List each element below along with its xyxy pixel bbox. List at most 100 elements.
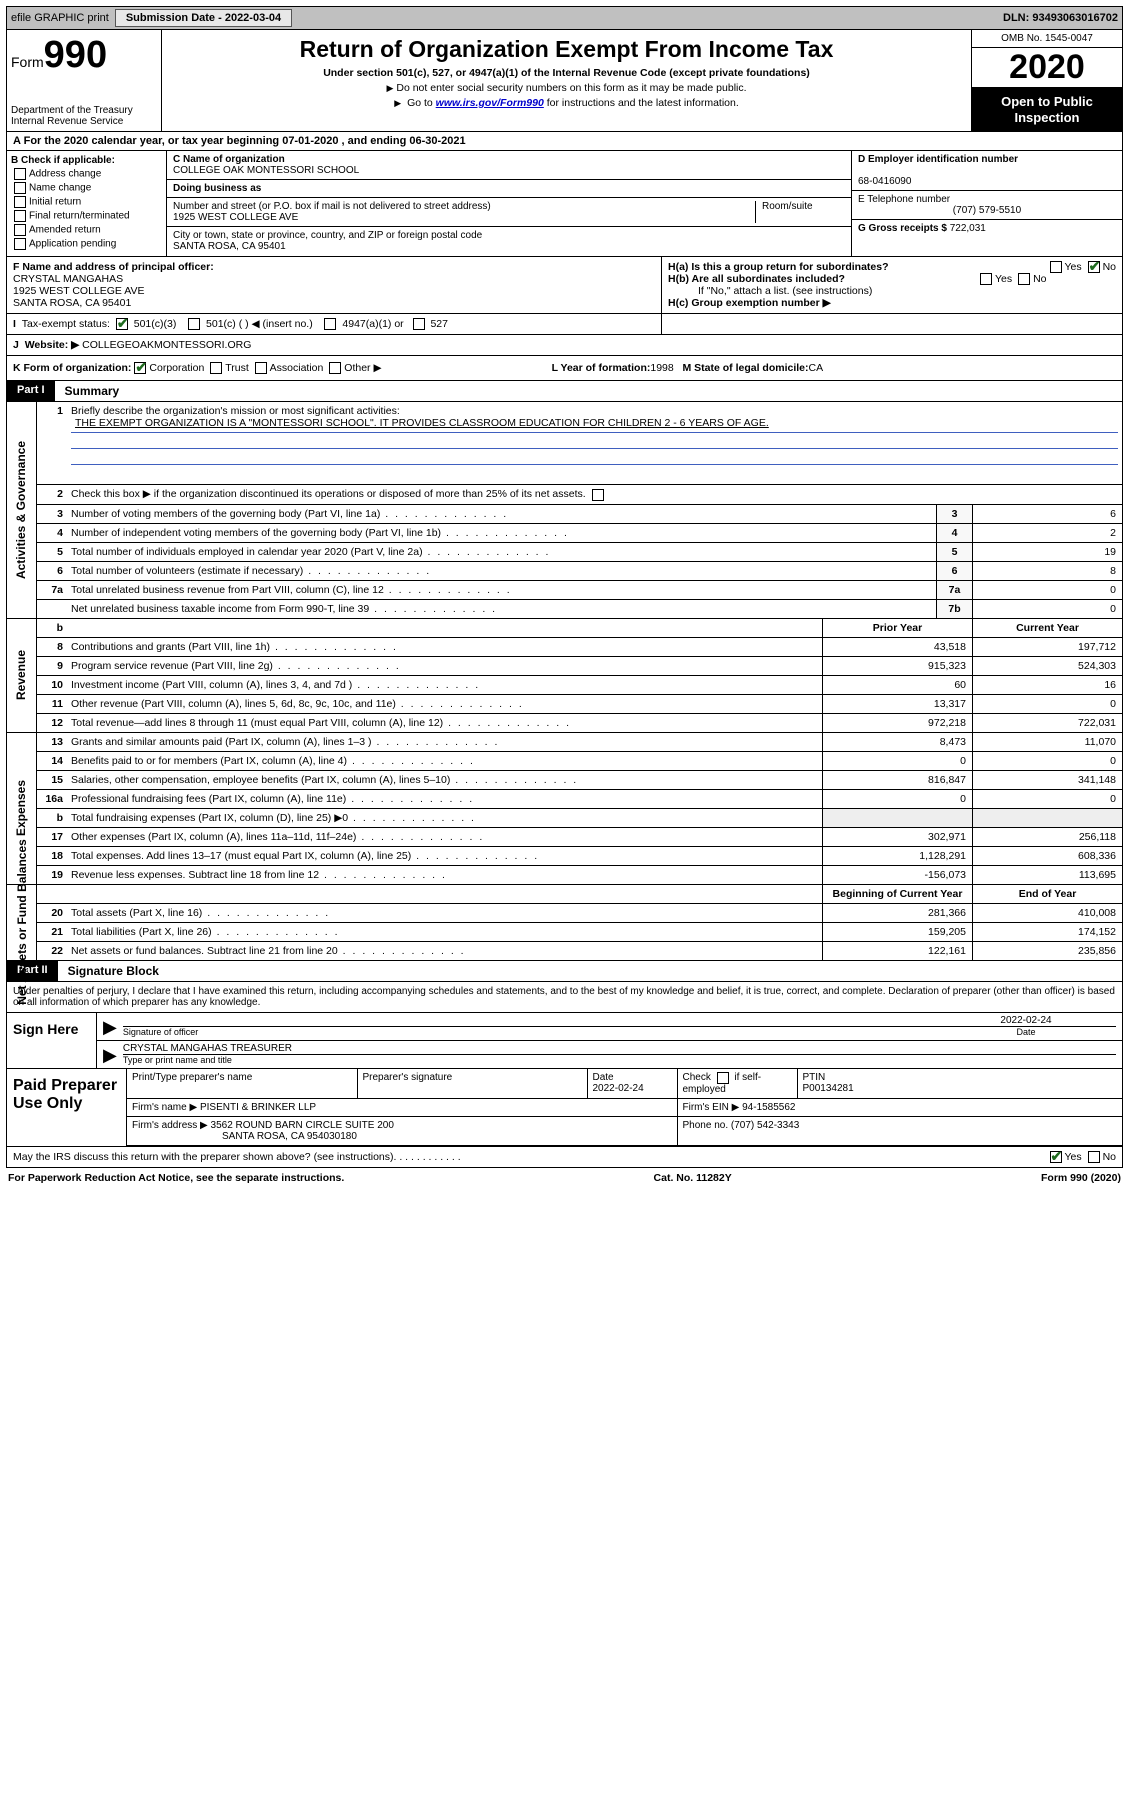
l2-checkbox[interactable] (592, 489, 604, 501)
prep-h5: PTIN (803, 1072, 826, 1083)
dept-label: Department of the Treasury Internal Reve… (11, 105, 157, 127)
chk-amended-return[interactable]: Amended return (29, 225, 101, 236)
arrow-icon: ▶ (103, 1017, 117, 1038)
p1-row: 21Total liabilities (Part X, line 26)159… (37, 923, 1122, 942)
perjury-paragraph: Under penalties of perjury, I declare th… (6, 982, 1123, 1013)
mission-text: THE EXEMPT ORGANIZATION IS A "MONTESSORI… (71, 417, 1118, 433)
chk-527[interactable] (413, 318, 425, 330)
paid-preparer-block: Paid Preparer Use Only Print/Type prepar… (6, 1069, 1123, 1147)
chk-trust[interactable] (210, 362, 222, 374)
submission-date-button[interactable]: Submission Date - 2022-03-04 (115, 9, 292, 27)
hb-no[interactable] (1018, 273, 1030, 285)
box-c: C Name of organization COLLEGE OAK MONTE… (167, 151, 852, 256)
section-j: J Website: ▶ COLLEGEOAKMONTESSORI.ORG (6, 335, 1123, 356)
firm-phone-value: (707) 542-3343 (731, 1120, 799, 1131)
p1-row: 10Investment income (Part VIII, column (… (37, 676, 1122, 695)
section-bcd: B Check if applicable: Address change Na… (6, 151, 1123, 257)
part2-title: Signature Block (58, 961, 1122, 981)
org-name-label: C Name of organization (173, 154, 285, 165)
p1-row: 20Total assets (Part X, line 16)281,3664… (37, 904, 1122, 923)
p1-row: 6Total number of volunteers (estimate if… (37, 562, 1122, 581)
part2-bar: Part II Signature Block (6, 961, 1123, 982)
ein-label: D Employer identification number (858, 154, 1018, 165)
section-k: K Form of organization: Corporation Trus… (6, 356, 1123, 381)
side-revenue: Revenue (7, 619, 37, 732)
firm-name-value: PISENTI & BRINKER LLP (200, 1102, 316, 1113)
note-ssn: Do not enter social security numbers on … (396, 82, 746, 94)
p1-governance: Activities & Governance 1 Briefly descri… (6, 402, 1123, 618)
chk-other[interactable] (329, 362, 341, 374)
chk-self-employed[interactable] (717, 1072, 729, 1084)
form-title: Return of Organization Exempt From Incom… (170, 36, 963, 63)
p1-revenue: Revenue b Prior Year Current Year 8Contr… (6, 619, 1123, 733)
website-value: COLLEGEOAKMONTESSORI.ORG (82, 339, 251, 351)
sig-name-label: Type or print name and title (123, 1055, 232, 1065)
p1-row: 3Number of voting members of the governi… (37, 505, 1122, 524)
firm-addr-value: 3562 ROUND BARN CIRCLE SUITE 200 (211, 1120, 394, 1131)
form-title-box: Return of Organization Exempt From Incom… (162, 30, 972, 131)
prep-date: 2022-02-24 (593, 1083, 644, 1094)
form-word: Form (11, 54, 44, 70)
m-label: M State of legal domicile: (682, 362, 808, 374)
chk-name-change[interactable]: Name change (29, 183, 91, 194)
chk-application-pending[interactable]: Application pending (29, 239, 116, 250)
firm-name-label: Firm's name ▶ (132, 1102, 197, 1113)
omb-number: OMB No. 1545-0047 (972, 30, 1122, 48)
p1-row: 11Other revenue (Part VIII, column (A), … (37, 695, 1122, 714)
sig-officer-label: Signature of officer (123, 1027, 198, 1037)
officer-label: F Name and address of principal officer: (13, 261, 214, 273)
addr-label: Number and street (or P.O. box if mail i… (173, 201, 491, 212)
chk-501c3[interactable] (116, 318, 128, 330)
chk-corp[interactable] (134, 362, 146, 374)
tel-label: E Telephone number (858, 194, 950, 205)
prep-h2: Preparer's signature (357, 1069, 587, 1099)
note-goto-post: for instructions and the latest informat… (544, 97, 739, 109)
paid-preparer-label: Paid Preparer Use Only (7, 1069, 127, 1146)
footer-left: For Paperwork Reduction Act Notice, see … (8, 1172, 344, 1184)
sig-name-value: CRYSTAL MANGAHAS TREASURER (123, 1043, 292, 1054)
chk-501c[interactable] (188, 318, 200, 330)
p1-row: 17Other expenses (Part IX, column (A), l… (37, 828, 1122, 847)
firm-addr-label: Firm's address ▶ (132, 1120, 208, 1131)
gross-value: 722,031 (950, 223, 986, 234)
website-label: Website: ▶ (25, 339, 80, 351)
city-value: SANTA ROSA, CA 95401 (173, 241, 286, 252)
part1-title: Summary (55, 381, 1122, 401)
col-current: Current Year (972, 619, 1122, 637)
chk-address-change[interactable]: Address change (29, 169, 101, 180)
preparer-table: Print/Type preparer's name Preparer's si… (127, 1069, 1122, 1146)
l1-label: Briefly describe the organization's miss… (71, 405, 400, 417)
city-label: City or town, state or province, country… (173, 230, 482, 241)
ha-no[interactable] (1088, 261, 1100, 273)
side-netassets: Net Assets or Fund Balances (7, 885, 37, 960)
box-b-head: B Check if applicable: (11, 155, 115, 166)
period-text: For the 2020 calendar year, or tax year … (24, 135, 466, 147)
sign-here-block: Sign Here ▶ Signature of officer 2022-02… (6, 1013, 1123, 1069)
officer-name: CRYSTAL MANGAHAS (13, 273, 123, 285)
p1-row: 15Salaries, other compensation, employee… (37, 771, 1122, 790)
hb-yes[interactable] (980, 273, 992, 285)
tax-year: 2020 (972, 48, 1122, 88)
form-number-box: Form990 Department of the Treasury Inter… (7, 30, 162, 131)
period-line: A For the 2020 calendar year, or tax yea… (6, 132, 1123, 151)
ha-yes[interactable] (1050, 261, 1062, 273)
chk-initial-return[interactable]: Initial return (29, 197, 81, 208)
year-box: OMB No. 1545-0047 2020 Open to Public In… (972, 30, 1122, 131)
firm-ein-label: Firm's EIN ▶ (683, 1102, 740, 1113)
chk-4947[interactable] (324, 318, 336, 330)
discuss-yes[interactable] (1050, 1151, 1062, 1163)
chk-final-return[interactable]: Final return/terminated (29, 211, 130, 222)
irs-discuss-label: May the IRS discuss this return with the… (13, 1151, 394, 1163)
p1-row: 14Benefits paid to or for members (Part … (37, 752, 1122, 771)
box-d: D Employer identification number 68-0416… (852, 151, 1122, 256)
form990-link[interactable]: www.irs.gov/Form990 (436, 97, 544, 109)
k-label: K Form of organization: (13, 362, 131, 374)
p1-row: 13Grants and similar amounts paid (Part … (37, 733, 1122, 752)
p1-expenses: Expenses 13Grants and similar amounts pa… (6, 733, 1123, 885)
hb-note: If "No," attach a list. (see instruction… (668, 285, 1116, 297)
l-label: L Year of formation: (552, 362, 651, 374)
chk-assoc[interactable] (255, 362, 267, 374)
discuss-no[interactable] (1088, 1151, 1100, 1163)
col-prior: Prior Year (822, 619, 972, 637)
note-goto-pre: Go to (407, 97, 436, 109)
